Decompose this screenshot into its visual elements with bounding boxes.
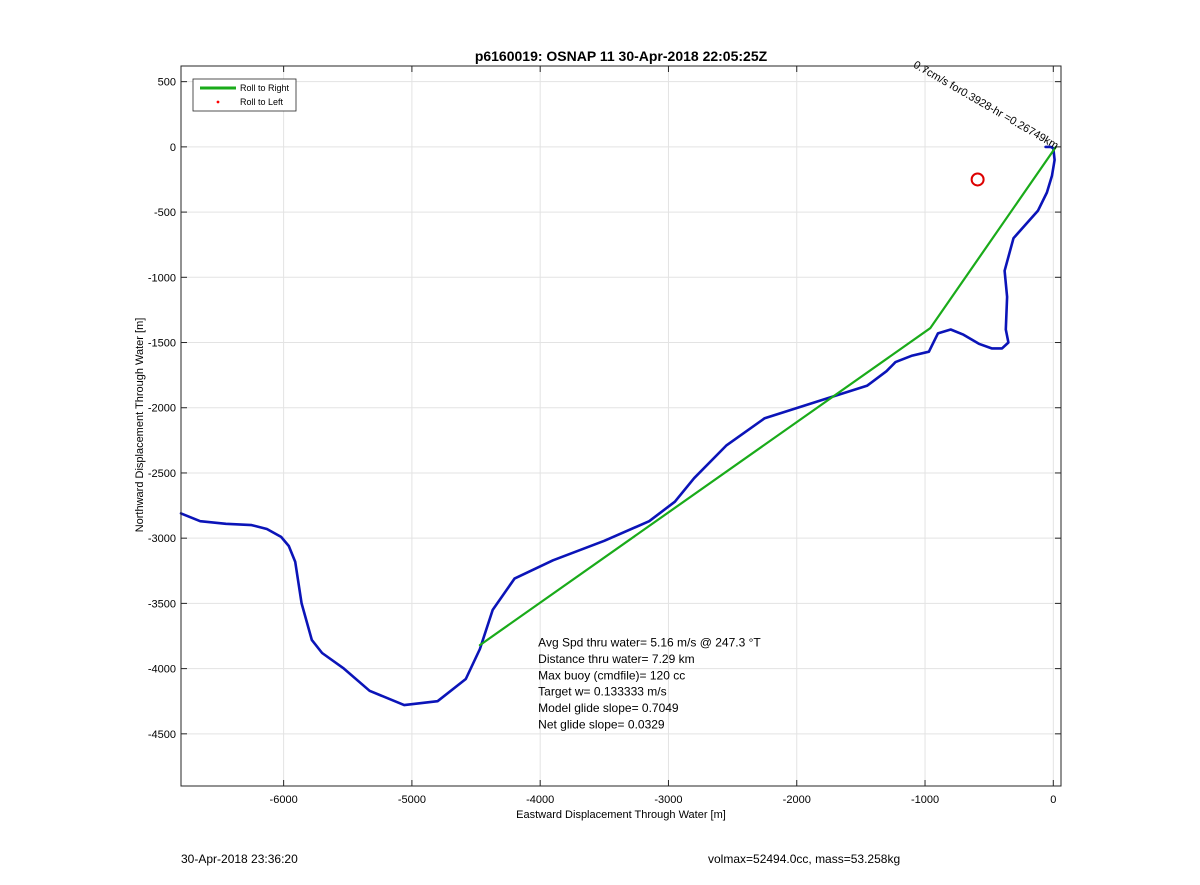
stats-line: Net glide slope= 0.0329 — [538, 718, 665, 732]
x-tick-label: -2000 — [783, 794, 811, 806]
y-tick-label: -500 — [154, 207, 176, 219]
position-marker-circle — [970, 172, 985, 187]
x-tick-label: -4000 — [526, 794, 554, 806]
x-tick-label: -5000 — [398, 794, 426, 806]
legend-label-roll-left: Roll to Left — [240, 97, 284, 107]
x-tick-label: -6000 — [270, 794, 298, 806]
x-tick-label: 0 — [1050, 794, 1056, 806]
roll-right-line — [478, 145, 1058, 647]
legend: Roll to Right Roll to Left — [192, 78, 297, 112]
x-tick-label: -1000 — [911, 794, 939, 806]
series-group — [179, 145, 1058, 707]
legend-label-roll-right: Roll to Right — [240, 83, 290, 93]
y-tick-label: -1500 — [148, 338, 176, 350]
y-tick-label: -2500 — [148, 468, 176, 480]
x-tick-label: -3000 — [654, 794, 682, 806]
y-tick-label: -4000 — [148, 664, 176, 676]
footer-mass-info: volmax=52494.0cc, mass=53.258kg — [708, 852, 901, 866]
stats-line: Distance thru water= 7.29 km — [538, 652, 694, 666]
y-tick-label: -1000 — [148, 272, 176, 284]
stats-line: Max buoy (cmdfile)= 120 cc — [538, 668, 685, 682]
y-tick-label: -3500 — [148, 598, 176, 610]
stats-line: Model glide slope= 0.7049 — [538, 701, 679, 715]
chart-title: p6160019: OSNAP 11 30-Apr-2018 22:05:25Z — [475, 48, 768, 64]
tick-group: -6000 -5000 -4000 -3000 -2000 -1000 0 500 0 -500 -… — [148, 66, 1061, 806]
stats-line: Avg Spd thru water= 5.16 m/s @ 247.3 °T — [538, 636, 761, 650]
grid — [181, 66, 1061, 786]
annotation-group: 0.7cm/s for0.3928-hr =0.26749km Avg Spd t… — [538, 59, 1060, 732]
x-axis-label: Eastward Displacement Through Water [m] — [516, 809, 726, 821]
y-tick-label: 0 — [170, 142, 176, 154]
y-axis-label: Northward Displacement Through Water [m] — [134, 318, 146, 533]
legend-box — [192, 78, 297, 112]
y-tick-label: -3000 — [148, 533, 176, 545]
legend-swatch-roll-left — [216, 100, 220, 104]
drift-annotation-text: 0.7cm/s for0.3928-hr =0.26749km — [911, 59, 1060, 152]
plot-area — [180, 65, 1062, 787]
stats-line: Target w= 0.133333 m/s — [538, 685, 666, 699]
y-tick-label: 500 — [158, 77, 176, 89]
glider-track-line — [179, 145, 1056, 707]
footer-timestamp: 30-Apr-2018 23:36:20 — [181, 852, 298, 866]
y-tick-label: -2000 — [148, 403, 176, 415]
y-tick-label: -4500 — [148, 729, 176, 741]
